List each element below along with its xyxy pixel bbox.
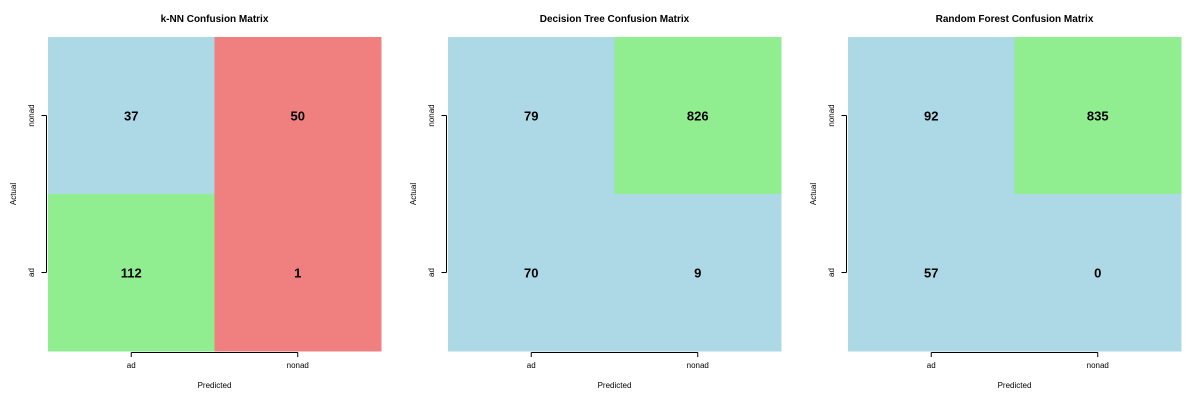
heatmap-cell	[448, 37, 615, 195]
y-tick-label: nonad	[827, 104, 836, 126]
heatmap-cell	[1014, 37, 1182, 195]
heatmap-cell	[214, 194, 382, 352]
chart-title: Random Forest Confusion Matrix	[936, 14, 1094, 25]
x-tick-label: nonad	[287, 361, 309, 370]
cell-value-label: 79	[524, 109, 538, 124]
cell-value-label: 92	[924, 109, 938, 124]
x-axis-label: Predicted	[998, 381, 1032, 390]
confusion-matrix-panel: 79 826 70 9 Decision Tree Confusion Matrix ad…	[400, 0, 800, 400]
y-axis-label: Actual	[9, 183, 18, 205]
cell-value-label: 50	[291, 109, 305, 124]
confusion-matrix-chart: 37 50 112 1 k-NN Confusion Matrix ad nonad Pred…	[9, 14, 382, 390]
cell-value-label: 9	[694, 266, 701, 281]
confusion-matrix-panel: 92 835 57 0 Random Forest Confusion Matrix ad…	[800, 0, 1200, 400]
heatmap-cell	[448, 194, 615, 352]
cell-value-label: 112	[121, 266, 142, 281]
confusion-matrix-chart: 92 835 57 0 Random Forest Confusion Matrix ad…	[809, 14, 1182, 390]
x-tick-label: ad	[127, 361, 136, 370]
heatmap-cell	[214, 37, 382, 195]
y-axis-label: Actual	[409, 183, 418, 205]
y-tick-label: ad	[827, 268, 836, 277]
heatmap-cell	[614, 194, 782, 352]
chart-title: Decision Tree Confusion Matrix	[540, 14, 690, 25]
y-tick-label: nonad	[427, 104, 436, 126]
x-axis-label: Predicted	[598, 381, 632, 390]
x-tick-label: ad	[927, 361, 936, 370]
x-tick-label: nonad	[1087, 361, 1109, 370]
heatmap-cell	[48, 37, 215, 195]
heatmap-cell	[614, 37, 782, 195]
confusion-matrix-chart: 79 826 70 9 Decision Tree Confusion Matrix ad…	[409, 14, 782, 390]
x-tick-label: nonad	[687, 361, 709, 370]
x-axis-label: Predicted	[198, 381, 232, 390]
cell-value-label: 37	[124, 109, 138, 124]
chart-title: k-NN Confusion Matrix	[161, 14, 269, 25]
heatmap-cell	[848, 37, 1015, 195]
y-tick-label: ad	[427, 268, 436, 277]
cell-value-label: 826	[687, 109, 709, 124]
confusion-matrix-panel: 37 50 112 1 k-NN Confusion Matrix ad nonad Pred…	[0, 0, 400, 400]
heatmap-cell	[848, 194, 1015, 352]
heatmap-cell	[48, 194, 215, 352]
y-tick-label: nonad	[27, 104, 36, 126]
y-tick-label: ad	[27, 268, 36, 277]
cell-value-label: 0	[1094, 266, 1101, 281]
x-tick-label: ad	[527, 361, 536, 370]
y-axis-label: Actual	[809, 183, 818, 205]
cell-value-label: 57	[924, 266, 938, 281]
cell-value-label: 835	[1087, 109, 1109, 124]
heatmap-cell	[1014, 194, 1182, 352]
cell-value-label: 70	[524, 266, 538, 281]
cell-value-label: 1	[294, 266, 301, 281]
